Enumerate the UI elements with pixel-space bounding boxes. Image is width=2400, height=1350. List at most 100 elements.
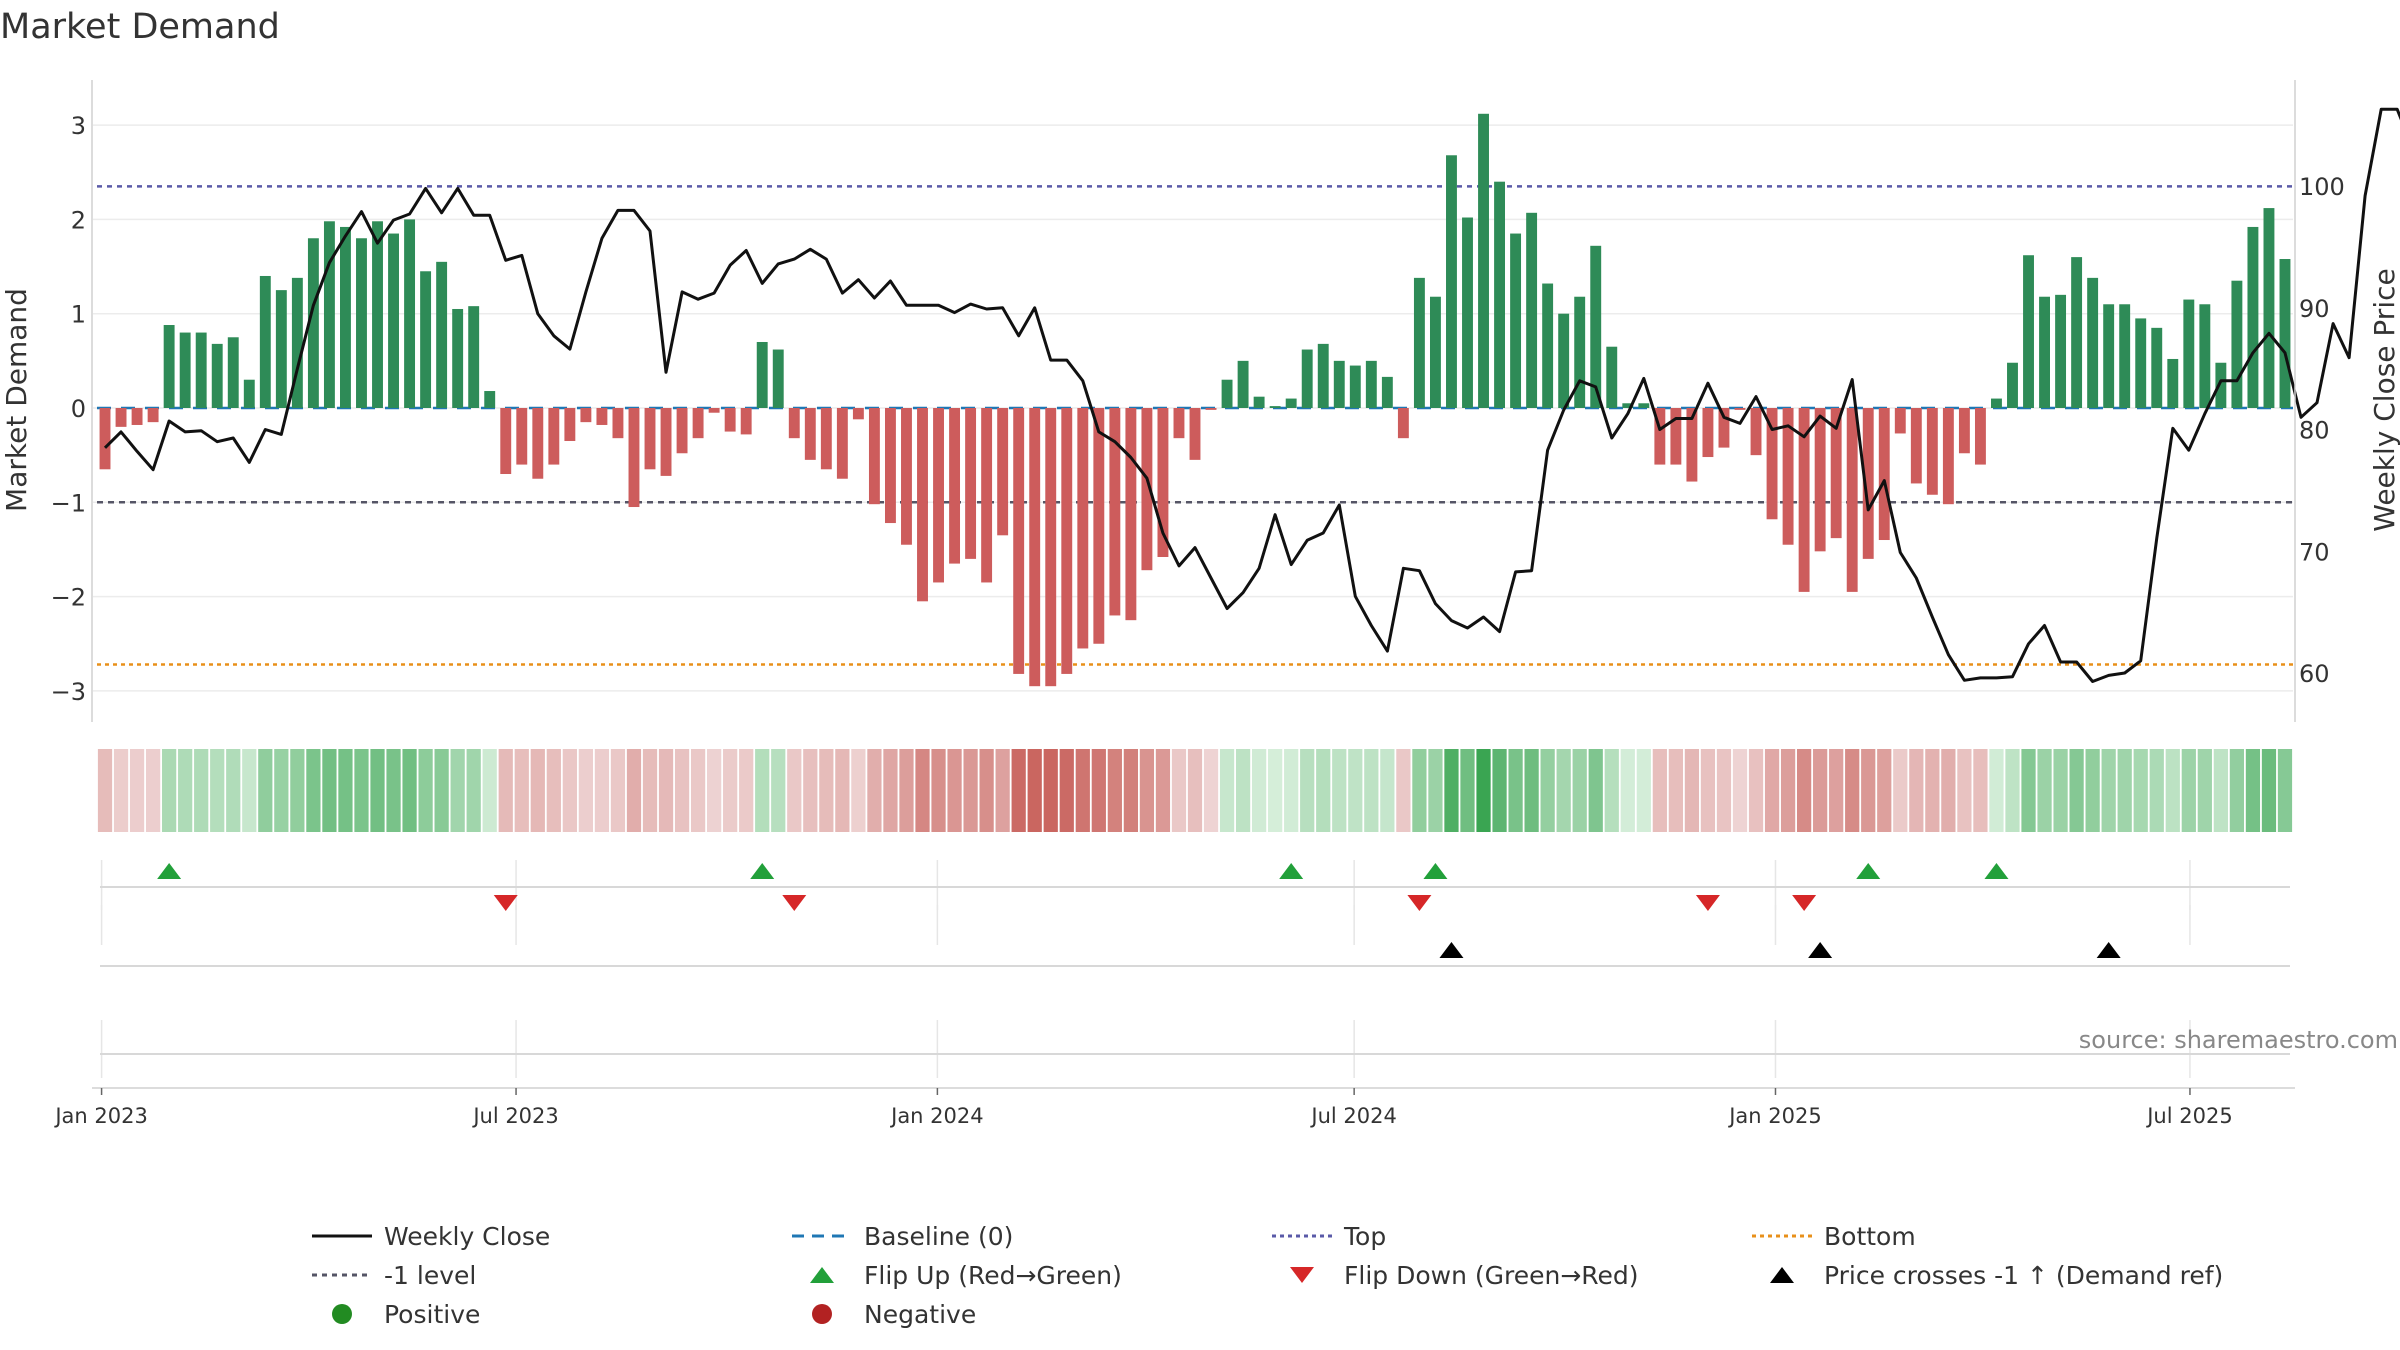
demand-bar [1894, 408, 1906, 434]
heat-cell [931, 749, 946, 832]
heat-cell [1203, 749, 1219, 832]
demand-bar [1413, 277, 1425, 408]
heat-cell [1508, 749, 1523, 832]
legend-label: Price crosses -1 ↑ (Demand ref) [1824, 1261, 2223, 1290]
demand-bar [1942, 408, 1954, 505]
demand-bar [965, 408, 977, 559]
demand-bar [1285, 398, 1297, 408]
demand-bar [356, 238, 367, 408]
heat-cell [1268, 749, 1283, 832]
demand-bar [804, 408, 816, 460]
demand-bar [1606, 346, 1618, 408]
demand-bar [179, 332, 191, 408]
demand-bars [99, 113, 2291, 687]
demand-bar [1878, 408, 1890, 541]
demand-bar [1397, 408, 1409, 439]
demand-bar [868, 408, 880, 505]
heat-cell [2197, 749, 2212, 832]
demand-bar [644, 408, 656, 470]
heat-cell [1572, 749, 1587, 832]
demand-bar [1333, 360, 1345, 408]
heat-cell [995, 749, 1010, 832]
demand-bar [1862, 408, 1874, 559]
demand-bar [2199, 304, 2211, 408]
demand-bar [307, 238, 319, 408]
heat-cell [1316, 749, 1331, 832]
demand-bar [388, 233, 399, 408]
heat-cell [1300, 749, 1315, 832]
heat-cell [2037, 749, 2052, 832]
demand-bar [756, 341, 768, 408]
demand-bar [516, 408, 528, 465]
heat-cell [1604, 749, 1619, 832]
demand-bar [1510, 233, 1522, 408]
demand-bar [596, 408, 608, 425]
demand-bar [420, 271, 432, 408]
heat-cell [1011, 749, 1026, 832]
heat-cell [530, 749, 545, 832]
demand-bar [1462, 217, 1473, 408]
heat-cell [242, 749, 257, 832]
demand-bar [1221, 379, 1233, 408]
heat-cell [2005, 749, 2020, 832]
heat-cell [450, 749, 465, 832]
demand-bar [1526, 212, 1538, 408]
demand-bar [2087, 277, 2099, 408]
demand-bar [1654, 408, 1666, 465]
flip-down-marker [782, 895, 807, 911]
heat-cell [434, 749, 449, 832]
heat-cell [1845, 749, 1860, 832]
heat-cell [1284, 749, 1299, 832]
demand-bar [1189, 408, 1201, 460]
event-markers [157, 863, 2121, 958]
heat-cell [1123, 749, 1138, 832]
heat-cell [803, 749, 818, 832]
demand-bar [1237, 360, 1249, 408]
demand-bar [2247, 226, 2259, 408]
heat-cell [2245, 749, 2261, 832]
demand-bar [147, 408, 159, 423]
heat-cell [1957, 749, 1972, 832]
flip-down-marker [493, 895, 518, 911]
demand-bar [1974, 408, 1986, 465]
heat-cell [1155, 749, 1171, 832]
heat-cell [402, 749, 417, 832]
heat-cell [386, 749, 401, 832]
legend-label: Top [1343, 1222, 1386, 1251]
heat-cell [1813, 749, 1828, 832]
heat-cell [707, 749, 722, 832]
heat-cell [1107, 749, 1122, 832]
heat-cell [819, 749, 834, 832]
heat-cell [2117, 749, 2132, 832]
y-tick-label: −3 [51, 678, 86, 706]
demand-bar [612, 408, 624, 439]
demand-bar [340, 226, 351, 408]
heat-cell [979, 749, 994, 832]
demand-bar [1173, 408, 1185, 439]
flip-up-marker [1984, 863, 2009, 879]
demand-bar [1141, 408, 1153, 571]
demand-bar [1910, 408, 1922, 484]
heat-cell [370, 749, 385, 832]
demand-bar [2071, 257, 2083, 408]
legend: Weekly Close -1 level Positive Baseline (0)… [312, 1222, 2223, 1329]
heat-cell [947, 749, 962, 832]
heat-cell [1524, 749, 1539, 832]
source-label: source: sharemaestro.com [2079, 1026, 2398, 1054]
demand-bar [997, 408, 1009, 536]
heat-cell [2229, 749, 2245, 832]
demand-bar [227, 337, 239, 408]
heat-cell [1925, 749, 1940, 832]
legend-swatch [810, 1267, 834, 1283]
demand-bar [1622, 403, 1634, 408]
demand-bar [195, 332, 207, 408]
demand-bar [1045, 408, 1057, 687]
y-tick-label: 0 [71, 395, 86, 423]
demand-bar [1205, 408, 1217, 410]
heat-cell [1219, 749, 1235, 832]
heat-cell [178, 749, 193, 832]
heat-cell [1732, 749, 1748, 832]
heat-cell [1780, 749, 1796, 832]
heat-cell [1652, 749, 1667, 832]
